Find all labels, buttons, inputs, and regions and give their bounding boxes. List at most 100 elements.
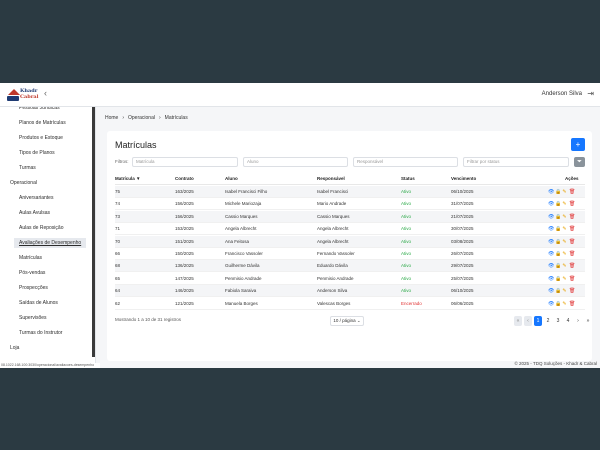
lock-icon[interactable]: 🔒 (555, 263, 562, 270)
view-icon[interactable]: 👁 (548, 189, 555, 195)
row-actions: 👁 🔒 ✎ 🗑 (548, 238, 576, 245)
collapse-sidebar-icon[interactable]: ‹ (44, 88, 47, 98)
delete-icon[interactable]: 🗑 (569, 263, 576, 270)
lock-icon[interactable]: 🔒 (555, 288, 562, 295)
sidebar-item-saidas-de-alunos[interactable]: Saídas de Alunos (19, 300, 58, 306)
edit-icon[interactable]: ✎ (562, 226, 567, 233)
row-actions: 👁 🔒 ✎ 🗑 (548, 263, 576, 270)
column-header: Ações (565, 176, 579, 181)
cell-responsavel: Cassio Marques (317, 213, 350, 219)
sidebar-item-turmas[interactable]: Turmas (19, 165, 36, 171)
delete-icon[interactable]: 🗑 (569, 300, 576, 307)
sidebar-item-produtos-e-estoque[interactable]: Produtos e Estoque (19, 135, 63, 141)
delete-icon[interactable]: 🗑 (569, 226, 576, 233)
logout-icon[interactable]: ⇥ (587, 89, 594, 98)
lock-icon[interactable]: 🔒 (555, 189, 562, 195)
edit-icon[interactable]: ✎ (562, 213, 567, 220)
edit-icon[interactable]: ✎ (562, 201, 567, 208)
sidebar-item-avaliacoes-de-desempenho[interactable]: Avaliações de Desempenho (14, 238, 87, 248)
lock-icon[interactable]: 🔒 (555, 226, 562, 233)
view-icon[interactable]: 👁 (548, 263, 555, 270)
sidebar-item-operacional[interactable]: Operacional (10, 180, 37, 186)
lock-icon[interactable]: 🔒 (555, 251, 562, 257)
lock-icon[interactable]: 🔒 (555, 300, 562, 307)
delete-icon[interactable]: 🗑 (569, 251, 576, 257)
prev-page-icon[interactable]: ‹ (524, 316, 532, 326)
last-page-icon[interactable]: » (586, 318, 590, 324)
edit-icon[interactable]: ✎ (562, 189, 567, 195)
sidebar-item-loja[interactable]: Loja (10, 345, 20, 351)
table-row[interactable]: 75 163/2025 Isabel Francisci Filho Isabel F… (115, 186, 585, 198)
sidebar-item-matriculas[interactable]: Matrículas (19, 255, 43, 261)
page-size-select[interactable]: 10 / página ⌄ (330, 316, 364, 326)
responsavel-filter-input[interactable]: Responsável (353, 157, 458, 167)
first-page-icon[interactable]: « (514, 316, 522, 326)
filter-icon[interactable]: ⏷ (574, 157, 585, 167)
sidebar-item-aniversariantes[interactable]: Aniversariantes (19, 195, 54, 201)
table-row[interactable]: 65 147/2025 Penmisio Andrade Penmisio Andra… (115, 273, 585, 285)
sidebar-item-prospeccoes[interactable]: Prospecções (19, 285, 48, 291)
add-matricula-button[interactable]: + (571, 138, 585, 151)
breadcrumb-home[interactable]: Home (105, 115, 119, 121)
page-button-2[interactable]: 2 (546, 318, 550, 324)
status-filter-select[interactable]: Filtrar por status (463, 157, 569, 167)
lock-icon[interactable]: 🔒 (555, 201, 562, 208)
view-icon[interactable]: 👁 (548, 226, 555, 233)
page-button-4[interactable]: 4 (566, 318, 570, 324)
page-button-1[interactable]: 1 (534, 316, 542, 326)
sidebar-item-pessoas-juridicas[interactable]: Pessoas Jurídicas (19, 107, 60, 111)
sidebar-item-turmas-do-instrutor[interactable]: Turmas do Instrutor (19, 330, 63, 336)
sidebar-scrollbar[interactable] (92, 107, 95, 357)
table-row[interactable]: 64 146/2025 Fabiola Saraiva Anderson Silva A… (115, 285, 585, 298)
lock-icon[interactable]: 🔒 (555, 213, 562, 220)
sidebar-item-supervisoes[interactable]: Supervisões (19, 315, 47, 321)
edit-icon[interactable]: ✎ (562, 288, 567, 295)
table-row[interactable]: 62 121/2025 Manuela Borges Valescas Borges E… (115, 298, 585, 310)
logo[interactable]: Khadr Cabral (6, 87, 40, 103)
delete-icon[interactable]: 🗑 (569, 201, 576, 208)
edit-icon[interactable]: ✎ (562, 251, 567, 257)
view-icon[interactable]: 👁 (548, 288, 555, 295)
delete-icon[interactable]: 🗑 (569, 275, 576, 282)
page-button-3[interactable]: 3 (556, 318, 560, 324)
sidebar-item-aulas-avulsas[interactable]: Aulas Avulsas (19, 210, 51, 216)
delete-icon[interactable]: 🗑 (569, 288, 576, 295)
delete-icon[interactable]: 🗑 (569, 189, 576, 195)
pagination: «‹ 1 2 3 4 › » (514, 316, 592, 326)
matricula-filter-input[interactable]: Matrícula (132, 157, 238, 167)
breadcrumb-operacional[interactable]: Operacional (128, 115, 155, 121)
view-icon[interactable]: 👁 (548, 201, 555, 208)
aluno-filter-input[interactable]: Aluno (243, 157, 348, 167)
table-row[interactable]: 70 151/2025 Ana Feitosa Angela Albrecht Ativ… (115, 235, 585, 248)
cell-aluno: Michele Mariozaja (225, 201, 262, 207)
table-row[interactable]: 66 150/2025 Francisco Vassoler Fernando Vas… (115, 248, 585, 260)
next-page-icon[interactable]: › (577, 318, 579, 324)
delete-icon[interactable]: 🗑 (569, 213, 576, 220)
view-icon[interactable]: 👁 (548, 238, 555, 245)
table-row[interactable]: 68 136/2025 Guilherme Dávila Eduardo Dávila… (115, 260, 585, 273)
delete-icon[interactable]: 🗑 (569, 238, 576, 245)
cell-vencimento: 26/07/2025 (451, 251, 474, 256)
column-header[interactable]: Matrícula ▼ (115, 176, 141, 181)
edit-icon[interactable]: ✎ (562, 238, 567, 245)
edit-icon[interactable]: ✎ (562, 275, 567, 282)
table-row[interactable]: 73 156/2025 Cassio Marques Cassio Marques At… (115, 210, 585, 223)
table-row[interactable]: 74 156/2025 Michele Mariozaja Mario Andrade… (115, 198, 585, 211)
table-row[interactable]: 71 153/2025 Angela Albrecht Angela Albrecht… (115, 223, 585, 236)
lock-icon[interactable]: 🔒 (555, 238, 562, 245)
sidebar-item-planos-de-matriculas[interactable]: Planos de Matrículas (19, 120, 66, 126)
cell-contrato: 151/2025 (175, 238, 194, 244)
view-icon[interactable]: 👁 (548, 213, 555, 220)
sidebar-item-tipos-de-planos[interactable]: Tipos de Planos (19, 150, 55, 156)
top-bar: Khadr Cabral ‹ Anderson Silva ⇥ (0, 83, 600, 107)
cell-responsavel: Angela Albrecht (317, 226, 349, 232)
view-icon[interactable]: 👁 (548, 275, 555, 282)
edit-icon[interactable]: ✎ (562, 263, 567, 270)
edit-icon[interactable]: ✎ (562, 300, 567, 307)
user-name[interactable]: Anderson Silva (541, 91, 582, 97)
lock-icon[interactable]: 🔒 (555, 275, 562, 282)
sidebar-item-pos-vendas[interactable]: Pós-vendas (19, 270, 46, 276)
view-icon[interactable]: 👁 (548, 251, 555, 257)
sidebar-item-aulas-de-reposicao[interactable]: Aulas de Reposição (19, 225, 64, 231)
view-icon[interactable]: 👁 (548, 300, 555, 307)
